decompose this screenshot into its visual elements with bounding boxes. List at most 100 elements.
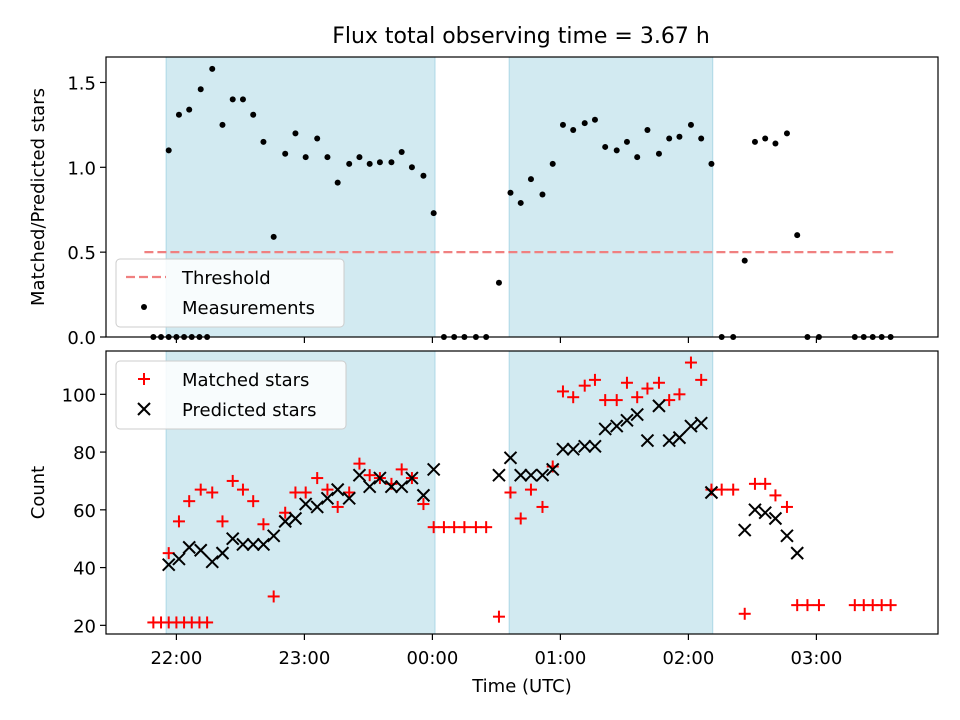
- predicted-stars-point: [748, 503, 762, 517]
- predicted-stars-point: [598, 422, 612, 436]
- x-b: [194, 543, 208, 557]
- predicted-stars-point: [556, 442, 570, 456]
- x-b: [748, 503, 762, 517]
- x-b: [288, 511, 303, 526]
- x-b: [492, 468, 506, 482]
- predicted-stars-point: [620, 413, 634, 428]
- measurement-point: [698, 135, 705, 142]
- predicted-stars-point: [320, 491, 335, 505]
- top-panel: 0.0 0.5 1.0 1.5 Matched/Predicted stars Thres…: [28, 56, 939, 349]
- measurement-point: [356, 154, 363, 161]
- predicted-stars-point: [738, 523, 752, 537]
- matched-stars-point: [663, 394, 676, 407]
- predicted-stars-point: [342, 491, 356, 505]
- x-b: [162, 557, 176, 572]
- x-b: [630, 407, 644, 422]
- predicted-stars-point: [394, 480, 409, 494]
- matched-stars-point: [267, 590, 280, 603]
- measurement-point: [270, 233, 277, 240]
- legend-label: Predicted stars: [182, 400, 316, 421]
- measurement-point: [581, 120, 588, 127]
- measurement-point: [613, 147, 620, 154]
- x-b: [514, 468, 528, 482]
- x-b: [384, 480, 399, 494]
- predicted-stars-point: [205, 555, 219, 569]
- matched-stars-point: [588, 373, 601, 386]
- x-b: [556, 442, 570, 456]
- predicted-stars-point: [780, 529, 794, 543]
- matched-stars-point: [201, 616, 214, 629]
- x-b: [182, 540, 196, 555]
- legend-measurement-swatch: [141, 304, 147, 310]
- x-b: [342, 491, 356, 505]
- predicted-stars-point: [503, 451, 518, 465]
- x-b: [137, 402, 151, 416]
- measurement-point: [420, 172, 427, 179]
- matched-stars-point: [514, 512, 527, 525]
- measurement-point: [602, 143, 609, 150]
- predicted-stars-point: [405, 471, 419, 485]
- matched-stars-point: [504, 486, 517, 499]
- x-b: [426, 462, 441, 477]
- x-b: [780, 529, 794, 543]
- matched-stars-point: [216, 515, 229, 528]
- predicted-stars-point: [236, 537, 250, 552]
- matched-stars-point: [727, 483, 740, 496]
- predicted-stars-point: [298, 497, 313, 511]
- x-b: [790, 546, 804, 560]
- matched-stars-point: [524, 483, 537, 496]
- x-tick-label: 23:00: [278, 648, 330, 669]
- matched-stars-point: [695, 373, 708, 386]
- x-b: [652, 399, 666, 413]
- matched-stars-point: [448, 521, 461, 534]
- bottom-panel: 20 40 60 80 100 22:00 23:00 00:00 01:00 02:00 03:0…: [28, 350, 939, 697]
- x-b: [246, 537, 260, 552]
- measurement-point: [260, 138, 267, 145]
- matched-stars-point: [556, 385, 569, 398]
- matched-stars-point: [480, 521, 493, 534]
- matched-stars-point: [162, 547, 175, 560]
- matched-stars-point: [206, 486, 219, 499]
- matched-stars-point: [289, 486, 302, 499]
- legend-label: Matched stars: [182, 370, 309, 391]
- x-b: [215, 546, 230, 560]
- x-b: [768, 511, 783, 526]
- matched-stars-point: [578, 379, 591, 392]
- predicted-stars-point: [588, 439, 602, 454]
- matched-stars-point: [652, 376, 665, 389]
- measurement-point: [539, 191, 546, 198]
- measurement-point: [527, 176, 534, 183]
- legend: Matched stars Predicted stars: [115, 360, 347, 430]
- predicted-stars-point: [514, 468, 528, 482]
- matched-stars-point: [620, 376, 633, 389]
- predicted-stars-point: [610, 419, 624, 433]
- x-b: [598, 422, 612, 436]
- predicted-stars-point: [172, 552, 186, 566]
- predicted-stars-point: [278, 514, 292, 529]
- matched-stars-point: [769, 489, 782, 502]
- measurement-point: [334, 179, 341, 186]
- matched-stars-point: [194, 483, 207, 496]
- x-tick-label: 22:00: [150, 648, 202, 669]
- measurement-point: [495, 279, 502, 286]
- predicted-stars-point: [194, 543, 208, 557]
- predicted-stars-point: [215, 546, 230, 560]
- measurement-point: [794, 232, 801, 239]
- predicted-stars-point: [672, 430, 687, 445]
- matched-stars-point: [791, 599, 804, 612]
- predicted-stars-point: [566, 442, 580, 456]
- matched-stars-point: [226, 474, 239, 487]
- x-b: [310, 500, 324, 514]
- matched-stars-point: [801, 599, 814, 612]
- predicted-stars-point: [246, 537, 260, 552]
- x-b: [205, 555, 219, 569]
- y-tick-label: 40: [73, 559, 96, 580]
- measurement-point: [430, 210, 437, 217]
- measurement-point: [229, 96, 236, 103]
- x-b: [662, 433, 676, 448]
- x-b: [362, 480, 377, 494]
- predicted-stars-point: [694, 416, 708, 430]
- x-b: [535, 468, 550, 482]
- matched-stars-point: [311, 472, 324, 485]
- matched-stars-point: [236, 483, 249, 496]
